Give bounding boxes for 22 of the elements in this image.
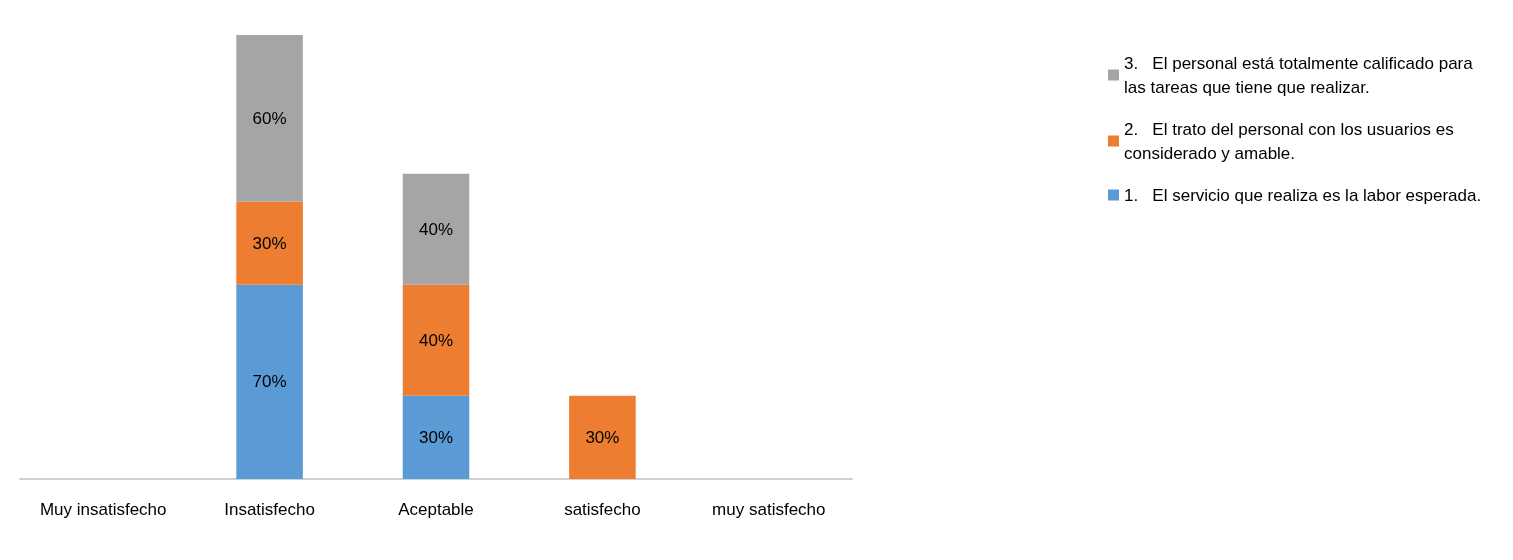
legend-label: 1. El servicio que realiza es la labor esperada. [1124, 185, 1482, 205]
x-tick-label: muy satisfecho [712, 500, 826, 519]
bar [402, 284, 470, 396]
data-label: 30% [585, 427, 620, 447]
data-label: 30% [252, 233, 287, 253]
bar [402, 395, 470, 479]
x-tick-label: Aceptable [398, 500, 474, 519]
data-label: 40% [418, 330, 454, 350]
bar [236, 35, 303, 202]
bar [402, 173, 470, 285]
data-label: 70% [252, 372, 287, 392]
data-label: 60% [252, 108, 287, 128]
bar [236, 284, 303, 479]
x-tick-label: Insatisfecho [224, 500, 315, 519]
bar [569, 395, 636, 479]
legend-label: 2. El trato del personal con los usuarios es considerado y amable. [1124, 119, 1459, 163]
legend-label: 3. El personal está totalmente calificado para las tareas que tiene que realizar. [1124, 53, 1478, 97]
bar [236, 201, 303, 285]
x-tick-label: satisfecho [564, 500, 641, 519]
x-tick-label: Muy insatisfecho [39, 500, 167, 519]
data-label: 30% [418, 427, 454, 447]
data-label: 40% [418, 219, 454, 239]
